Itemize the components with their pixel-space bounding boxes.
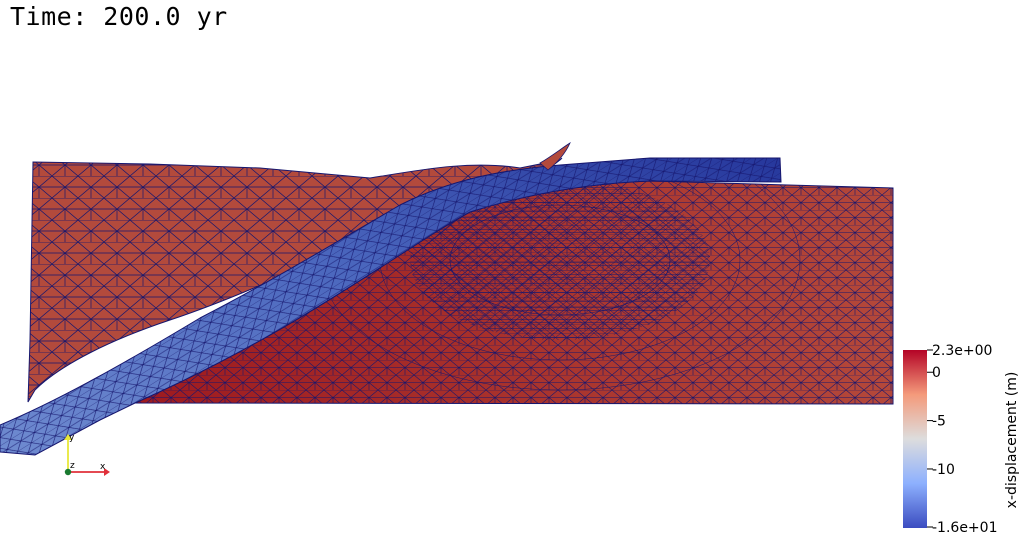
x-axis-arrow-icon [104, 468, 110, 476]
colorbar-tick-label: -5 [932, 414, 946, 430]
colorbar-gradient [903, 350, 927, 528]
subducting-slab [0, 141, 782, 456]
y-axis-arrow-icon [64, 434, 72, 440]
colorbar-legend: 2.3e+00 0 -5 -10 -1.6e+01 x-displacement (m) [903, 343, 1020, 536]
colorbar-tick-label: 0 [932, 365, 941, 381]
y-axis-label: y [69, 433, 75, 443]
x-axis-label: x [100, 462, 106, 472]
colorbar-ticks: 2.3e+00 0 -5 -10 -1.6e+01 [927, 343, 997, 536]
z-axis-dot-icon [64, 468, 72, 476]
colorbar-tick-label: 2.3e+00 [932, 343, 992, 359]
time-label: Time: 200.0 yr [10, 2, 228, 31]
z-axis-label: z [70, 461, 75, 471]
colorbar-tick-label: -10 [932, 462, 955, 478]
colorbar-tick-label: -1.6e+01 [932, 520, 997, 536]
colorbar-title: x-displacement (m) [1004, 372, 1020, 509]
orientation-axes: x y z [64, 433, 110, 476]
